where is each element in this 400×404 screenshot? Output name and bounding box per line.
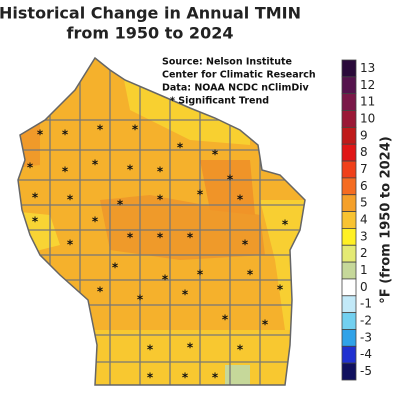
legend-tick: -5 — [360, 364, 372, 378]
svg-text:*: * — [127, 163, 134, 177]
legend-swatch — [341, 244, 357, 263]
svg-text:*: * — [187, 341, 194, 355]
legend-tick: 3 — [360, 229, 368, 243]
state — [18, 58, 305, 385]
legend-swatch — [341, 312, 357, 330]
svg-text:*: * — [197, 268, 204, 282]
legend-tick: -2 — [360, 314, 372, 328]
legend-tick: -1 — [360, 297, 372, 311]
svg-text:*: * — [147, 371, 154, 385]
source: * Significant Trend — [170, 96, 269, 107]
svg-text:*: * — [92, 215, 99, 229]
svg-text:*: * — [197, 188, 204, 202]
legend-tick: 13 — [360, 61, 375, 75]
legend-swatch — [341, 110, 357, 128]
svg-text:*: * — [62, 165, 69, 179]
svg-text:*: * — [237, 193, 244, 207]
svg-text:*: * — [127, 231, 134, 245]
legend-swatch — [341, 93, 357, 111]
svg-text:*: * — [32, 191, 39, 205]
svg-text:*: * — [247, 268, 254, 282]
significance-markers: * * * ** * * * * * ** * * * * * * * ** * * * *** * * * … — [27, 123, 289, 385]
svg-text:*: * — [187, 231, 194, 245]
legend-tick: 9 — [360, 128, 368, 142]
svg-text:*: * — [222, 313, 229, 327]
svg-text:*: * — [97, 123, 104, 137]
legend-tick: 11 — [360, 95, 375, 109]
legend-swatch — [341, 295, 357, 314]
svg-text:*: * — [132, 123, 139, 137]
legend-swatch — [341, 126, 357, 145]
svg-text:*: * — [282, 218, 289, 232]
legend-tick: 1 — [360, 263, 368, 277]
svg-text:*: * — [32, 215, 39, 229]
state-outline — [17, 56, 306, 386]
svg-text:*: * — [62, 128, 69, 142]
svg-text:*: * — [157, 193, 164, 207]
svg-text:*: * — [177, 141, 184, 155]
source: Data: NOAA NCDC nClimDiv — [162, 83, 310, 94]
legend-tick: 6 — [360, 179, 368, 193]
svg-text:*: * — [27, 161, 34, 175]
svg-text:*: * — [157, 231, 164, 245]
svg-text:*: * — [147, 343, 154, 357]
legend-swatch — [341, 177, 357, 196]
legend-tick: 10 — [360, 111, 375, 125]
svg-text:*: * — [227, 173, 234, 187]
legend-swatch — [341, 59, 357, 78]
title: from 1950 to 2024 — [67, 24, 234, 43]
legend-tick: 7 — [360, 162, 368, 176]
legend-swatch — [341, 194, 357, 212]
legend-tick: 5 — [360, 196, 368, 210]
svg-text:*: * — [117, 198, 124, 212]
svg-text:*: * — [162, 273, 169, 287]
svg-text:*: * — [237, 343, 244, 357]
source: Source: Nelson Institute — [162, 57, 292, 68]
legend-tick: -4 — [360, 347, 372, 361]
svg-text:*: * — [112, 261, 119, 275]
svg-text:*: * — [212, 371, 219, 385]
svg-text:*: * — [262, 318, 269, 332]
legend-swatch — [341, 362, 357, 381]
legend-swatch — [341, 329, 357, 347]
legend-swatch — [341, 345, 357, 364]
svg-text:*: * — [67, 193, 74, 207]
legend-swatch — [341, 228, 357, 246]
legend-tick: 4 — [360, 213, 368, 227]
legend-swatch — [341, 76, 357, 95]
svg-text:*: * — [137, 293, 144, 307]
legend-swatch — [341, 211, 357, 229]
svg-text:*: * — [277, 283, 284, 297]
svg-text:*: * — [92, 158, 99, 172]
legend-tick: 2 — [360, 246, 368, 260]
svg-text:*: * — [182, 371, 189, 385]
legend-tick: 12 — [360, 78, 375, 92]
svg-text:*: * — [67, 238, 74, 252]
source: Center for Climatic Research — [162, 70, 316, 81]
legend-swatch — [341, 143, 357, 162]
legend-swatch — [341, 278, 357, 297]
svg-text:*: * — [157, 165, 164, 179]
legend-tick: -3 — [360, 330, 372, 344]
svg-text:*: * — [182, 288, 189, 302]
title: Historical Change in Annual TMIN — [0, 4, 301, 23]
legend-swatch — [341, 160, 357, 179]
svg-text:*: * — [97, 285, 104, 299]
svg-text:*: * — [37, 128, 44, 142]
svg-text:*: * — [242, 238, 249, 252]
legend-tick: 8 — [360, 145, 368, 159]
legend-label: °F (from 1950 to 2024) — [379, 136, 394, 303]
legend-tick: 0 — [360, 280, 368, 294]
legend-swatch — [341, 261, 357, 280]
svg-text:*: * — [212, 148, 219, 162]
